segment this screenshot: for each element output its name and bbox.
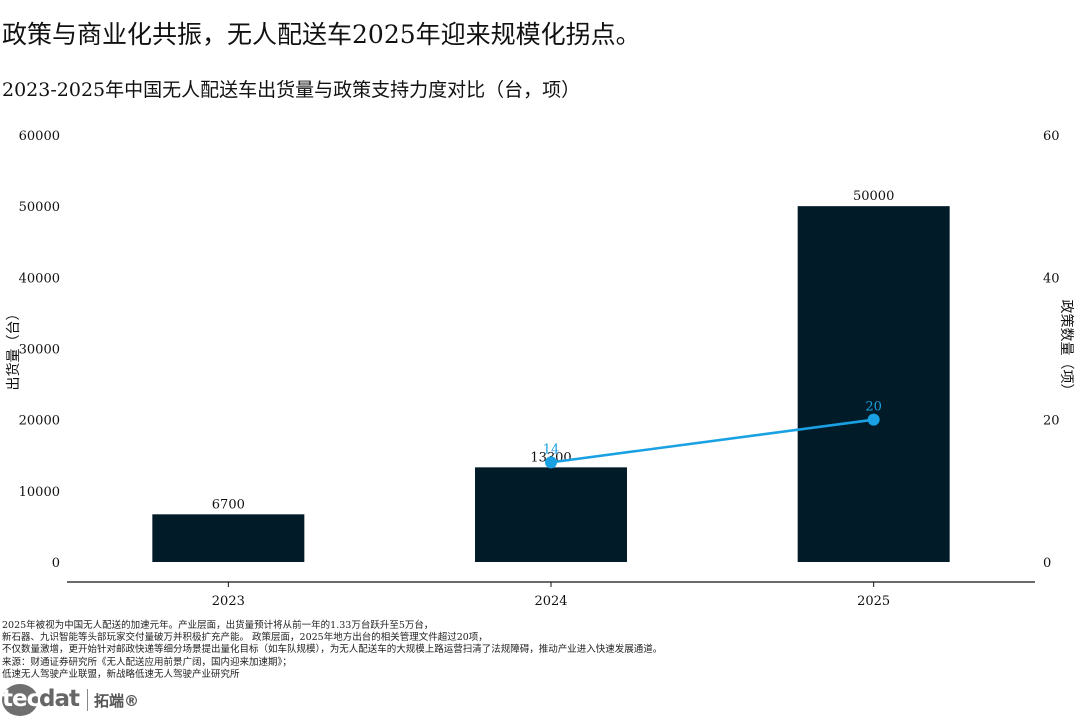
source-line: 低速无人驾驶产业联盟，新战略低速无人驾驶产业研究所 [2, 668, 240, 680]
y2-tick-label: 40 [1043, 271, 1060, 286]
line-point [545, 456, 557, 469]
line-data-label: 14 [543, 442, 560, 457]
bar-data-label: 6700 [212, 497, 245, 512]
bar [797, 206, 950, 562]
combo-chart: 0 10000 20000 30000 40000 50000 60000 0 20 40 60 出货… [5, 129, 1075, 609]
footnotes: 2025年被视为中国无人配送的加速元年。产业层面，出货量预计将从前一年的1.33… [2, 620, 1072, 681]
y-tick-label: 10000 [19, 485, 60, 500]
policy-line [550, 418, 874, 464]
footnote-line: 2025年被视为中国无人配送的加速元年。产业层面，出货量预计将从前一年的1.33… [2, 620, 434, 631]
y-axis-title: 出货量（台） [5, 307, 22, 391]
y-tick-label: 30000 [19, 343, 60, 358]
logo-suffix: dat [39, 686, 80, 712]
y-tick-label: 20000 [19, 414, 60, 429]
bar-data-label: 50000 [853, 189, 894, 204]
line-point [867, 413, 880, 426]
y-tick-label: 60000 [19, 129, 60, 144]
line-data-label: 20 [865, 400, 882, 415]
y2-tick-label: 0 [1043, 556, 1051, 571]
logo-divider [86, 689, 88, 711]
logo-cn: 拓端® [93, 691, 139, 710]
y-tick-label: 40000 [19, 271, 60, 286]
bar [152, 514, 305, 562]
y-tick-label: 0 [52, 556, 60, 571]
brand-logo: tecdat 拓端® [2, 684, 139, 716]
source-line: 来源：财通证券研究所《无人配送应用前景广阔，国内迎来加速期》； [2, 656, 292, 668]
y2-axis-title: 政策数量（项） [1058, 300, 1075, 398]
y2-tick-label: 20 [1043, 414, 1060, 429]
bar [475, 467, 627, 562]
footnote-line: 新石器、九识智能等头部玩家交付量破万并积极扩充产能。 政策层面，2025年地方出… [2, 632, 488, 644]
x-tick-label: 2024 [534, 594, 567, 609]
x-tick-label: 2025 [857, 594, 890, 609]
logo-prefix: tec [2, 684, 40, 716]
y-tick-label: 50000 [19, 200, 60, 215]
x-tick-label: 2023 [212, 594, 245, 609]
chart-title: 2023-2025年中国无人配送车出货量与政策支持力度对比（台，项） [2, 79, 581, 101]
logo-wordmark: tecdat [2, 684, 80, 716]
footnote-line: 不仅数量激增，更开始针对邮政快递等细分场景提出量化目标（如车队规模），为无人配送… [2, 644, 663, 656]
headline: 政策与商业化共振，无人配送车2025年迎来规模化拐点。 [2, 20, 641, 49]
y2-tick-label: 60 [1043, 129, 1060, 144]
